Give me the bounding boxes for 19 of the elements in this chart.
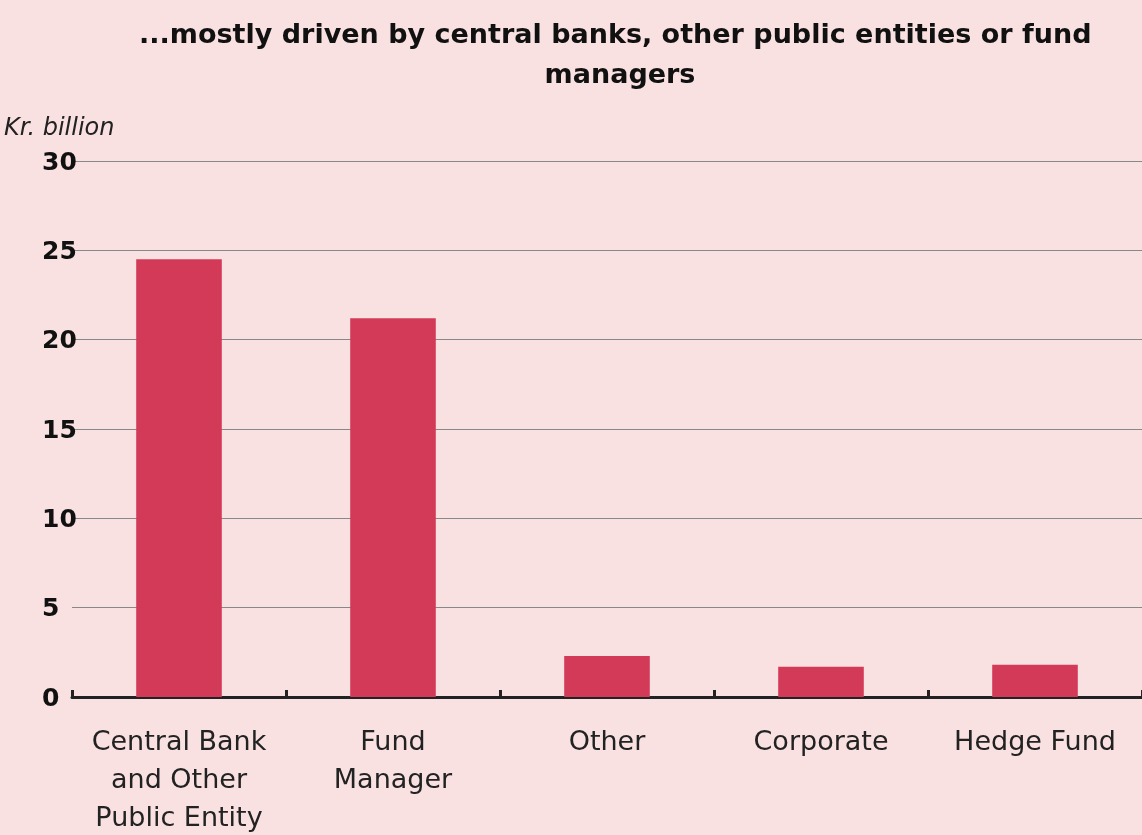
x-tick-label: Fund Manager <box>333 724 454 794</box>
y-tick-label: 20 <box>42 325 77 355</box>
chart-title: ...mostly driven by central banks, other public entities or fund managers <box>139 17 1101 89</box>
bar <box>778 666 864 697</box>
x-tick-label: Corporate <box>753 724 889 756</box>
y-tick-label: 25 <box>42 235 77 265</box>
bar <box>992 664 1078 697</box>
y-tick-label: 30 <box>42 146 77 176</box>
y-tick-label: 5 <box>42 593 60 623</box>
x-tick-label: Central Bank and Other Public Entity <box>91 724 267 832</box>
bar <box>350 318 436 697</box>
y-axis-title: Kr. billion <box>4 113 115 141</box>
bar <box>136 259 222 697</box>
x-tick-label: Hedge Fund <box>954 724 1116 756</box>
y-tick-label: 15 <box>42 414 77 444</box>
y-tick-label: 10 <box>42 503 77 533</box>
y-tick-label: 0 <box>42 682 60 712</box>
bar <box>564 655 650 697</box>
x-tick-label: Other <box>568 724 647 756</box>
